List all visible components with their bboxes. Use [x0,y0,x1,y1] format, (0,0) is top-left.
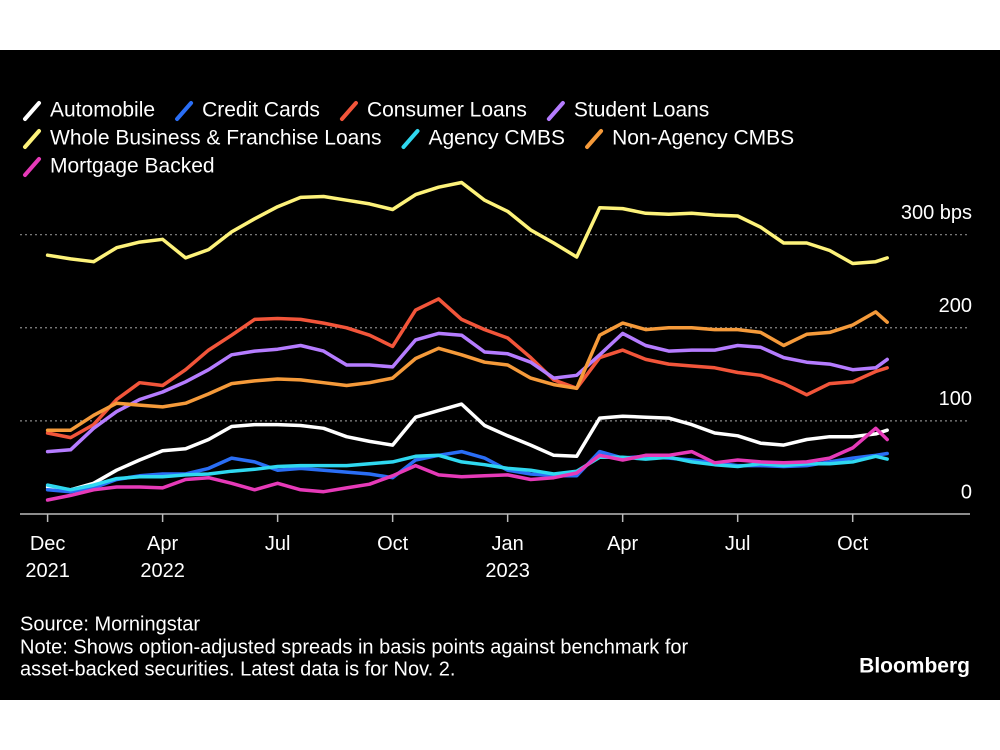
legend-label: Student Loans [574,99,709,122]
legend-label: Consumer Loans [367,99,527,122]
x-tick-label-line: Apr [147,533,178,555]
legend-swatch [23,129,41,149]
x-tick-label-line: Jan [492,533,524,555]
legend: Automobile Credit Cards Consumer Loans Stud… [23,99,794,178]
legend-item: Whole Business & Franchise Loans [23,127,382,150]
series-line [45,426,889,502]
legend-swatch [23,157,41,177]
x-tick-label-line: Oct [837,533,869,555]
legend-swatch [339,101,358,121]
x-tick-label-line: Jul [725,533,751,555]
x-tick-label: Jan 2023 [485,533,530,582]
y-tick-label: 300 bps [901,202,972,224]
x-tick-label-line: 2022 [140,560,185,582]
y-tick-label: 100 [939,388,972,410]
note-line: Note: Shows option-adjusted spreads in b… [20,636,688,658]
legend-swatch [175,101,194,121]
series-line [45,180,889,266]
series-line [45,297,889,440]
series-line [45,331,889,454]
legend-label: Non-Agency CMBS [612,127,794,150]
legend-label: Credit Cards [202,99,320,122]
chart-background [0,50,1000,700]
legend-swatch [546,101,565,121]
x-tick-label-line: 2023 [485,560,530,582]
x-tick-label: Apr 2022 [140,533,185,582]
series-line [45,453,889,492]
legend-item: Agency CMBS [401,127,566,150]
legend-swatch [23,101,41,121]
legend-label: Agency CMBS [429,127,566,150]
series-line [45,402,889,492]
x-tick-label: Apr [607,533,638,555]
x-tick-label: Oct [837,533,869,555]
legend-item: Automobile [23,99,155,122]
x-tick-label-line: Dec [30,533,66,555]
legend-item: Credit Cards [175,99,320,122]
x-tick-label-line: Oct [377,533,409,555]
legend-swatch [401,129,420,149]
legend-label: Mortgage Backed [50,155,215,178]
x-tick-label: Jul [265,533,291,555]
y-tick-label: 200 [939,295,972,317]
legend-item: Non-Agency CMBS [585,127,794,150]
x-tick-label: Oct [377,533,409,555]
series-line [45,310,889,432]
legend-label: Automobile [50,99,155,122]
legend-item: Mortgage Backed [23,155,215,178]
source: Source: Morningstar [20,613,200,635]
x-tick-label-line: 2021 [25,560,70,582]
legend-item: Consumer Loans [339,99,527,122]
brand-logo: Bloomberg [859,655,970,678]
x-tick-label: Dec 2021 [25,533,70,582]
x-tick-label: Jul [725,533,751,555]
legend-item: Student Loans [546,99,709,122]
note-line: asset-backed securities. Latest data is … [20,658,455,680]
legend-label: Whole Business & Franchise Loans [50,127,382,150]
legend-swatch [585,129,604,149]
x-tick-label-line: Apr [607,533,638,555]
x-tick-label-line: Jul [265,533,291,555]
y-tick-label: 0 [961,481,972,503]
